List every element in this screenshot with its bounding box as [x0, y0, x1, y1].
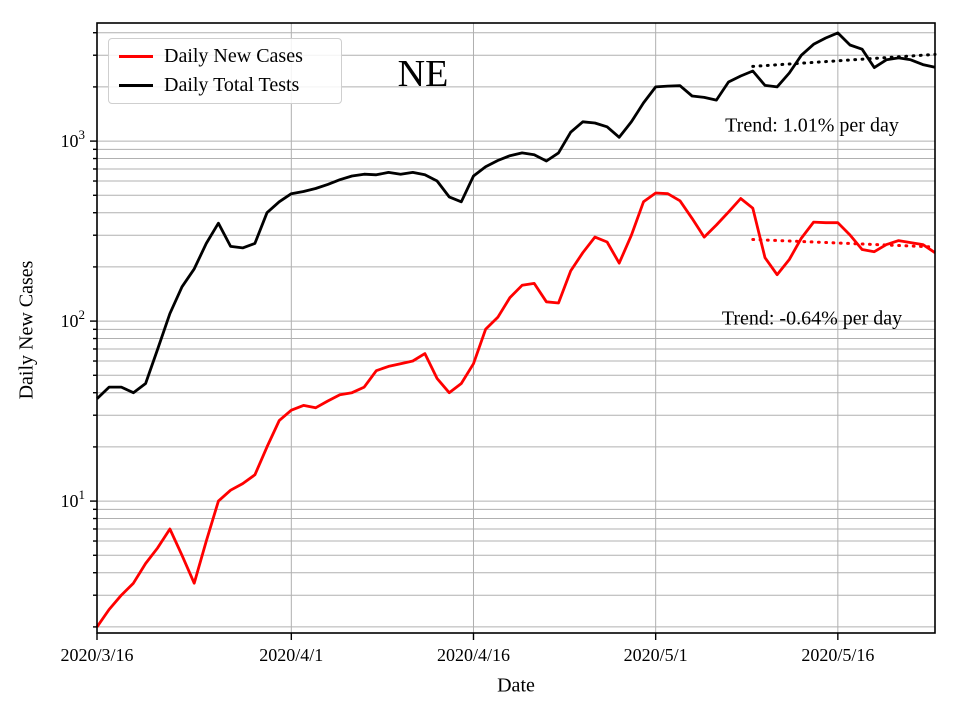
legend-item-daily-total-tests: Daily Total Tests	[119, 74, 331, 97]
black-line-sample	[119, 84, 153, 87]
x-axis-label: Date	[497, 674, 535, 697]
trend-cases-annotation: Trend: -0.64% per day	[721, 307, 903, 330]
x-tick-label: 2020/5/1	[624, 645, 688, 665]
legend: Daily New Cases Daily Total Tests	[108, 38, 342, 104]
x-tick-label: 2020/4/1	[259, 645, 323, 665]
legend-label: Daily New Cases	[164, 45, 303, 67]
plot-border	[96, 22, 936, 634]
legend-label: Daily Total Tests	[164, 74, 300, 96]
trend-tests-annotation: Trend: 1.01% per day	[725, 114, 899, 137]
y-tick-label: 102	[61, 307, 86, 331]
red-line-sample	[119, 55, 153, 58]
x-tick-label: 2020/4/16	[437, 645, 510, 665]
series-cases-trend-0-64-per-day	[751, 238, 937, 249]
y-axis-label: Daily New Cases	[15, 260, 38, 400]
legend-item-daily-new-cases: Daily New Cases	[119, 45, 331, 68]
x-tick-label: 2020/3/16	[60, 645, 133, 665]
series-daily-new-cases	[95, 191, 936, 628]
chart-title: NE	[397, 53, 449, 95]
series-tests-trend-1-01-per-day	[751, 52, 937, 68]
y-tick-label: 103	[61, 127, 86, 151]
x-tick-label: 2020/5/16	[801, 645, 874, 665]
y-tick-label: 101	[61, 487, 86, 511]
